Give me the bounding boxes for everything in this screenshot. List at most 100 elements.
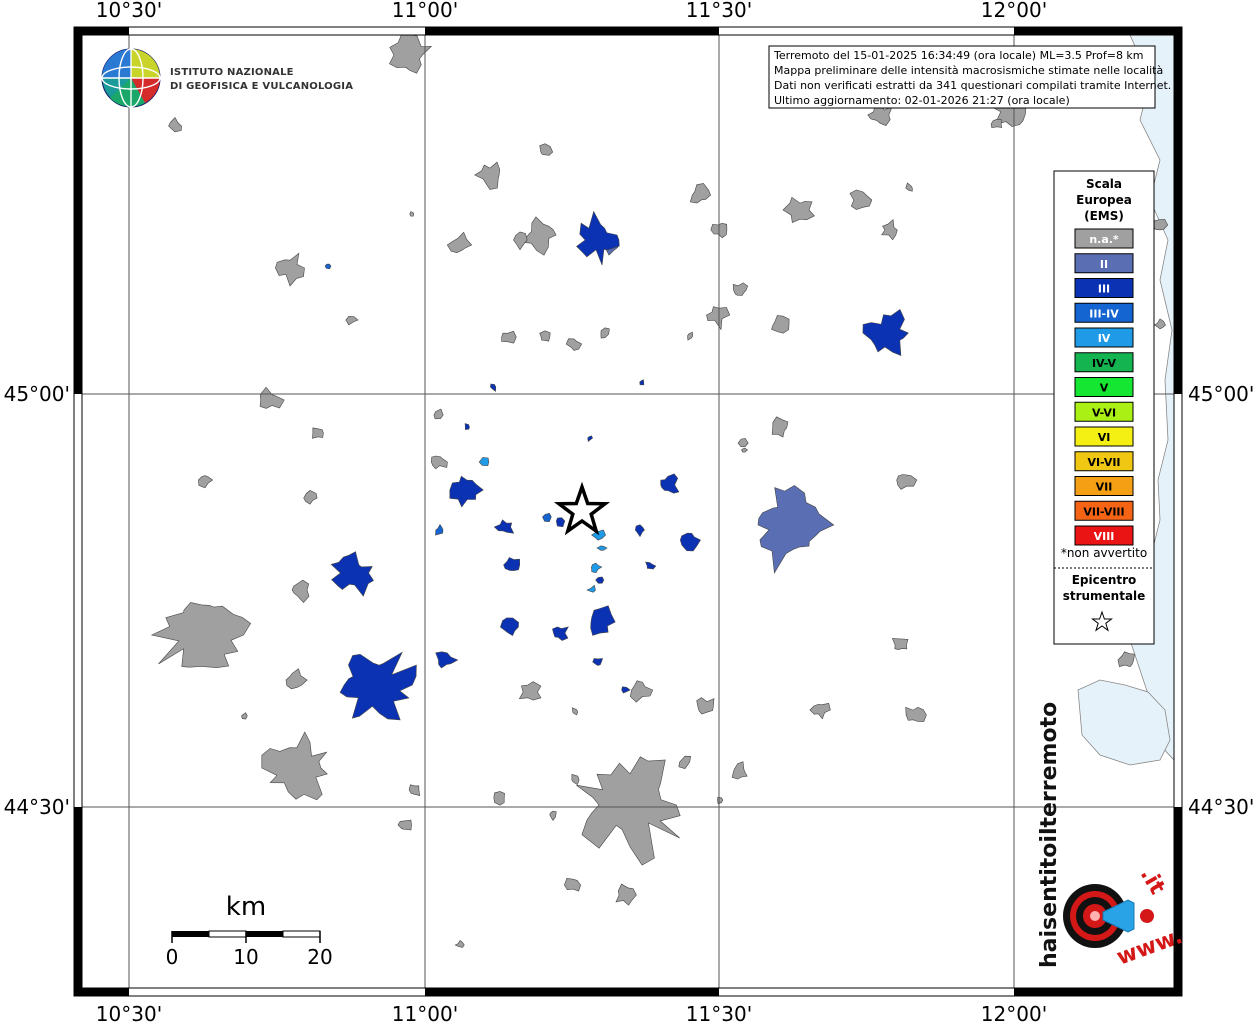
legend-swatch [1074, 476, 1134, 496]
locality-area [513, 231, 528, 251]
locality-area [397, 819, 412, 831]
locality-area [565, 338, 583, 351]
ingv-name-line2: DI GEOFISICA E VULCANOLOGIA [170, 81, 353, 92]
locality-area [741, 447, 748, 453]
locality-area [732, 282, 748, 296]
event-info-line2: Mappa preliminare delle intensità macros… [774, 64, 1163, 77]
locality-area [490, 383, 497, 392]
legend-swatch-label: VIII [1094, 530, 1115, 543]
locality-area [435, 651, 459, 669]
lon-label-top-2: 11°00' [392, 0, 458, 22]
locality-area [595, 576, 605, 584]
locality-area [687, 331, 694, 341]
event-info-line4: Ultimo aggiornamento: 02-01-2026 21:27 (… [774, 94, 1070, 107]
locality-area [731, 761, 748, 780]
legend-swatch [1074, 451, 1134, 472]
lon-label-bottom-4: 12°00' [981, 1002, 1047, 1024]
locality-area [330, 551, 374, 597]
ingv-globe-icon [101, 48, 161, 108]
haisentito-text: haisentitoilterremoto [1037, 702, 1062, 968]
legend-swatch-label: V [1100, 382, 1109, 395]
legend-swatch-label: III [1098, 283, 1110, 296]
locality-area [275, 252, 305, 287]
locality-area [771, 315, 790, 334]
locality-area [629, 680, 654, 703]
locality-area [564, 877, 582, 892]
legend-swatch [1074, 525, 1134, 546]
lat-label-right-2: 44°30' [1188, 795, 1254, 819]
legend-swatch [1074, 327, 1134, 348]
legend-swatch-label: II [1100, 258, 1108, 271]
locality-area [591, 562, 603, 574]
haisentito-logo: haisentitoilterremoto .it www. [1037, 702, 1186, 971]
locality-area [737, 438, 749, 448]
ingv-name-line1: ISTITUTO NAZIONALE [170, 67, 294, 78]
legend-star-icon [1091, 610, 1113, 632]
locality-area [501, 330, 517, 344]
locality-area [592, 658, 604, 666]
locality-area [435, 523, 444, 536]
locality-area [474, 161, 501, 190]
locality-area [446, 231, 473, 254]
ingv-logo: ISTITUTO NAZIONALE DI GEOFISICA E VULCAN… [101, 48, 353, 108]
lon-label-top-3: 11°30' [686, 0, 752, 22]
locality-area [430, 455, 448, 470]
locality-area [324, 263, 332, 270]
locality-area [990, 118, 1003, 129]
locality-area [454, 939, 465, 948]
locality-area [503, 557, 521, 571]
lagoon-area [1077, 679, 1171, 766]
locality-area [867, 97, 893, 126]
legend-epicenter-line2: strumentale [1063, 589, 1146, 603]
locality-area [849, 189, 873, 210]
locality-area [782, 196, 815, 224]
localities-layer [150, 35, 1174, 948]
locality-area [552, 626, 569, 641]
locality-area [600, 327, 610, 339]
ems-legend: Scala Europea (EMS) n.a.*IIIIIIII-IVIVIV… [1053, 170, 1155, 645]
event-info-box: Terremoto del 15-01-2025 16:34:49 (ora l… [768, 45, 1171, 109]
locality-area [539, 143, 554, 156]
locality-area [571, 774, 580, 786]
locality-area [493, 791, 505, 806]
locality-area [539, 330, 551, 342]
locality-area [809, 703, 831, 720]
legend-swatch [1074, 426, 1134, 447]
legend-swatch-label: VI [1098, 431, 1111, 444]
seismic-target-icon [1063, 884, 1154, 948]
lat-label-left-2: 44°30' [4, 795, 70, 819]
locality-area [639, 379, 645, 386]
legend-swatch-label: n.a.* [1089, 233, 1119, 246]
legend-title-line3: (EMS) [1084, 209, 1124, 223]
legend-swatch-label: IV-V [1092, 357, 1117, 370]
scale-bar: km 0 10 20 [166, 892, 333, 969]
locality-area [757, 485, 835, 574]
locality-area [590, 605, 616, 636]
locality-area [621, 686, 631, 694]
map-background [82, 35, 1174, 988]
locality-area [259, 386, 285, 409]
locality-area [261, 731, 328, 801]
locality-area [433, 408, 444, 420]
scale-label-20: 20 [307, 945, 332, 969]
locality-area [198, 475, 214, 489]
legend-swatch-label: V-VI [1092, 406, 1116, 419]
locality-area [689, 183, 711, 204]
locality-area [409, 211, 415, 217]
locality-area [576, 756, 681, 866]
locality-area [521, 216, 557, 256]
locality-area [587, 435, 593, 442]
map-frame [73, 26, 1183, 997]
locality-area [449, 475, 484, 508]
locality-area [345, 315, 359, 326]
locality-area [615, 883, 637, 906]
legend-title-line2: Europea [1076, 193, 1132, 207]
legend-swatch-label: VII-VIII [1083, 505, 1124, 518]
locality-area [634, 524, 645, 538]
locality-area [905, 706, 927, 722]
legend-swatch [1074, 253, 1134, 274]
locality-area [389, 35, 433, 74]
legend-swatch [1074, 401, 1134, 422]
locality-area [891, 638, 909, 651]
locality-area [518, 681, 542, 701]
